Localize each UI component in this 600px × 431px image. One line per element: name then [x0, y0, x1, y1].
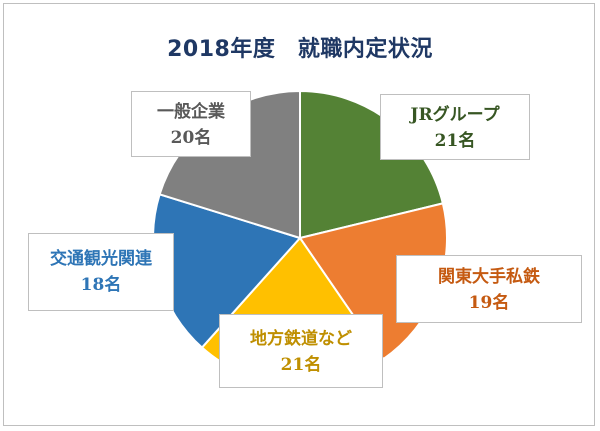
slice-name: 関東大手私鉄 [438, 267, 540, 287]
slice-value: 19名 [468, 293, 510, 313]
slice-name: 一般企業 [157, 102, 225, 122]
data-label-jr-group: JRグループ 21名 [380, 94, 530, 160]
slice-name: 地方鉄道など [250, 329, 352, 349]
data-label-regional-railways: 地方鉄道など 21名 [219, 314, 383, 388]
slice-value: 21名 [280, 355, 322, 375]
chart-title: 2018年度 就職内定状況 [167, 37, 433, 62]
slice-value: 20名 [170, 128, 212, 148]
slice-name: 交通観光関連 [50, 249, 152, 269]
slice-name: JRグループ [410, 105, 500, 125]
data-label-general-companies: 一般企業 20名 [131, 91, 251, 157]
slice-value: 18名 [80, 275, 122, 295]
data-label-kanto-private-railways: 関東大手私鉄 19名 [396, 255, 582, 323]
data-label-transport-tourism: 交通観光関連 18名 [28, 233, 174, 311]
slice-value: 21名 [434, 131, 476, 151]
